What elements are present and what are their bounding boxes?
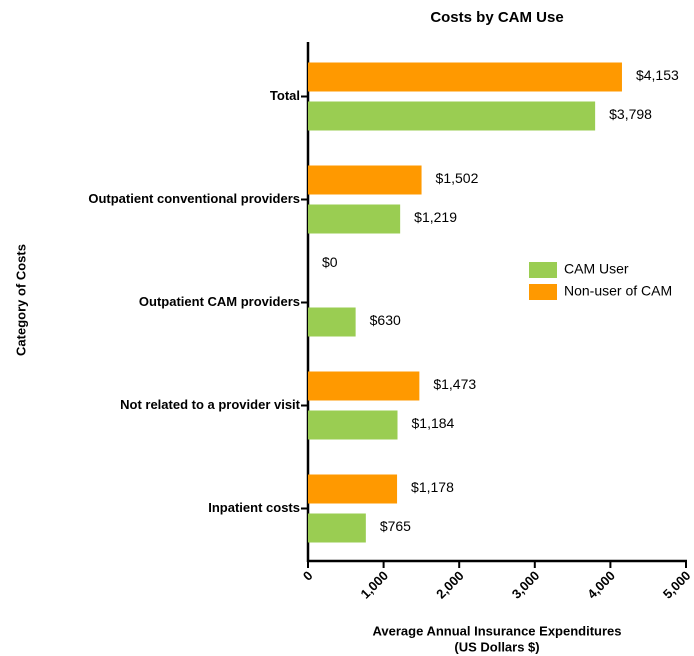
legend-label: CAM User <box>564 261 629 277</box>
y-tick-label: Outpatient CAM providers <box>139 294 300 309</box>
value-label: $630 <box>370 312 401 328</box>
value-label: $4,153 <box>636 67 679 83</box>
y-tick-label: Total <box>270 88 300 103</box>
y-tick-label: Inpatient costs <box>208 500 300 515</box>
bar <box>308 410 398 440</box>
y-tick-label: Not related to a provider visit <box>120 397 301 412</box>
x-tick-label: 2,000 <box>433 568 467 602</box>
value-label: $765 <box>380 518 411 534</box>
legend-swatch <box>529 262 557 278</box>
bar <box>308 371 420 401</box>
value-label: $1,219 <box>414 209 457 225</box>
bar <box>308 307 356 337</box>
x-axis-title: Average Annual Insurance Expenditures <box>373 623 622 638</box>
value-label: $1,473 <box>433 376 476 392</box>
legend-swatch <box>529 284 557 300</box>
value-label: $1,502 <box>436 170 479 186</box>
value-label: $1,178 <box>411 479 454 495</box>
bar <box>308 165 422 195</box>
value-label: $3,798 <box>609 106 652 122</box>
x-tick-label: 3,000 <box>509 568 543 602</box>
bar <box>308 513 366 543</box>
y-axis-title: Category of Costs <box>13 244 28 356</box>
chart-title: Costs by CAM Use <box>430 9 563 26</box>
y-tick-label: Outpatient conventional providers <box>88 191 300 206</box>
bar <box>308 101 596 131</box>
value-label: $0 <box>322 254 338 270</box>
bar <box>308 204 401 234</box>
bar <box>308 62 622 92</box>
x-tick-label: 1,000 <box>358 568 392 602</box>
x-axis-title: (US Dollars $) <box>454 639 539 654</box>
bar <box>308 474 398 504</box>
x-tick-label: 4,000 <box>584 568 618 602</box>
value-label: $1,184 <box>412 415 455 431</box>
legend-label: Non-user of CAM <box>564 283 672 299</box>
x-tick-label: 5,000 <box>660 568 694 602</box>
x-tick-label: 0 <box>300 568 316 584</box>
